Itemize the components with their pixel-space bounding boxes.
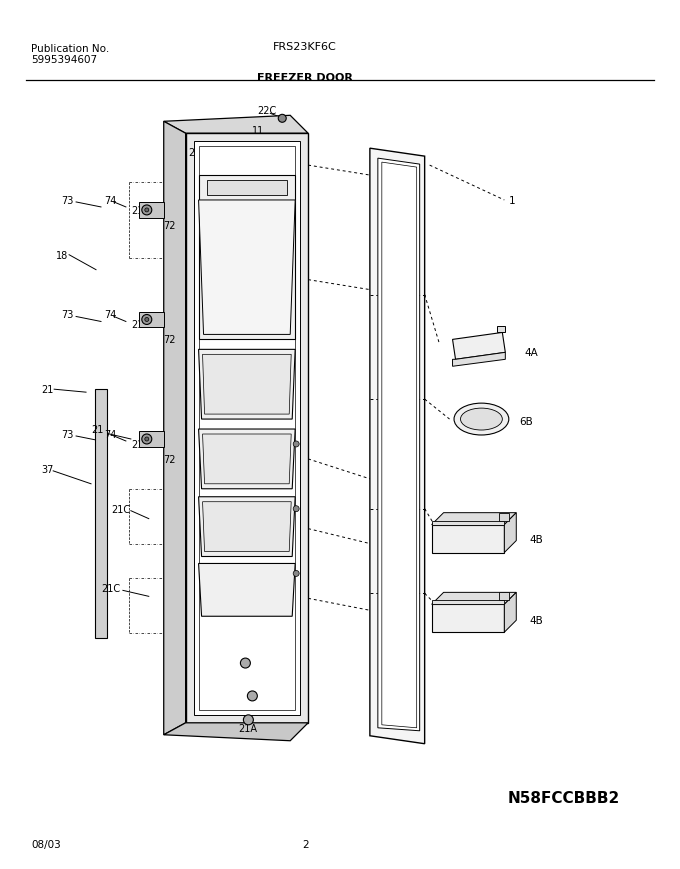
Polygon shape — [499, 513, 509, 521]
Polygon shape — [164, 123, 186, 735]
Circle shape — [145, 437, 149, 441]
Text: 4A: 4A — [524, 348, 538, 358]
Polygon shape — [432, 513, 516, 525]
Circle shape — [241, 659, 250, 668]
Polygon shape — [199, 201, 295, 335]
Polygon shape — [432, 521, 505, 525]
Polygon shape — [139, 312, 164, 328]
Circle shape — [142, 434, 152, 444]
Polygon shape — [199, 497, 295, 557]
Circle shape — [142, 206, 152, 216]
Polygon shape — [497, 327, 505, 333]
Text: Publication No.: Publication No. — [31, 43, 109, 54]
Text: 5995394607: 5995394607 — [31, 55, 97, 64]
Text: 73: 73 — [61, 310, 73, 320]
Text: 21: 21 — [131, 206, 143, 216]
Text: 6B: 6B — [520, 416, 533, 427]
Polygon shape — [505, 593, 516, 633]
Polygon shape — [186, 134, 308, 723]
Polygon shape — [382, 163, 417, 728]
Circle shape — [248, 691, 257, 701]
Polygon shape — [378, 159, 420, 731]
Ellipse shape — [460, 408, 503, 430]
Text: 21C: 21C — [111, 504, 130, 514]
Polygon shape — [432, 605, 505, 633]
Polygon shape — [432, 593, 516, 605]
Polygon shape — [499, 593, 509, 600]
Text: 1: 1 — [509, 196, 516, 206]
Polygon shape — [452, 333, 505, 360]
Text: 22C: 22C — [257, 106, 277, 116]
Text: 74: 74 — [104, 429, 116, 440]
Text: 21: 21 — [131, 320, 143, 330]
Ellipse shape — [454, 404, 509, 435]
Polygon shape — [164, 723, 308, 741]
Polygon shape — [505, 513, 516, 553]
Circle shape — [293, 441, 299, 448]
Text: 72: 72 — [163, 454, 175, 464]
Polygon shape — [199, 176, 295, 340]
Polygon shape — [203, 502, 291, 552]
Text: 21C: 21C — [188, 148, 208, 158]
Text: 72: 72 — [163, 221, 175, 230]
Text: 22A: 22A — [262, 683, 282, 693]
Text: 21A: 21A — [239, 723, 258, 733]
Text: 2: 2 — [302, 839, 309, 849]
Polygon shape — [199, 147, 295, 710]
Text: 18: 18 — [56, 250, 69, 261]
Circle shape — [145, 209, 149, 213]
Text: N58FCCBBB2: N58FCCBBB2 — [508, 790, 620, 805]
Polygon shape — [194, 142, 300, 715]
Circle shape — [142, 315, 152, 325]
Text: 74: 74 — [104, 310, 116, 320]
Circle shape — [243, 715, 254, 725]
Text: 4B: 4B — [529, 615, 543, 626]
Polygon shape — [199, 350, 295, 420]
Polygon shape — [370, 149, 424, 744]
Polygon shape — [199, 429, 295, 489]
Circle shape — [293, 571, 299, 577]
Text: 21: 21 — [131, 440, 143, 449]
Text: 74: 74 — [104, 196, 116, 206]
Text: 21C: 21C — [101, 584, 120, 594]
Polygon shape — [432, 600, 505, 605]
Polygon shape — [164, 116, 308, 134]
Text: 4B: 4B — [529, 534, 543, 544]
Text: FRS23KF6C: FRS23KF6C — [273, 42, 337, 51]
Text: 11: 11 — [252, 126, 265, 136]
Polygon shape — [452, 353, 505, 367]
Polygon shape — [199, 564, 295, 616]
Circle shape — [293, 506, 299, 512]
Polygon shape — [203, 434, 291, 484]
Polygon shape — [139, 202, 164, 219]
Text: 21: 21 — [91, 425, 103, 434]
Polygon shape — [207, 181, 287, 196]
Text: 73: 73 — [61, 429, 73, 440]
Text: 21: 21 — [41, 385, 54, 395]
Polygon shape — [95, 389, 107, 639]
Circle shape — [145, 318, 149, 322]
Text: 13A: 13A — [197, 653, 216, 663]
Polygon shape — [203, 355, 291, 415]
Circle shape — [278, 116, 286, 123]
Text: 08/03: 08/03 — [31, 839, 61, 849]
Polygon shape — [432, 525, 505, 553]
Text: 73: 73 — [61, 196, 73, 206]
Text: 37: 37 — [41, 464, 54, 474]
Text: FREEZER DOOR: FREEZER DOOR — [257, 73, 353, 83]
Polygon shape — [139, 432, 164, 448]
Text: 72: 72 — [163, 335, 175, 345]
